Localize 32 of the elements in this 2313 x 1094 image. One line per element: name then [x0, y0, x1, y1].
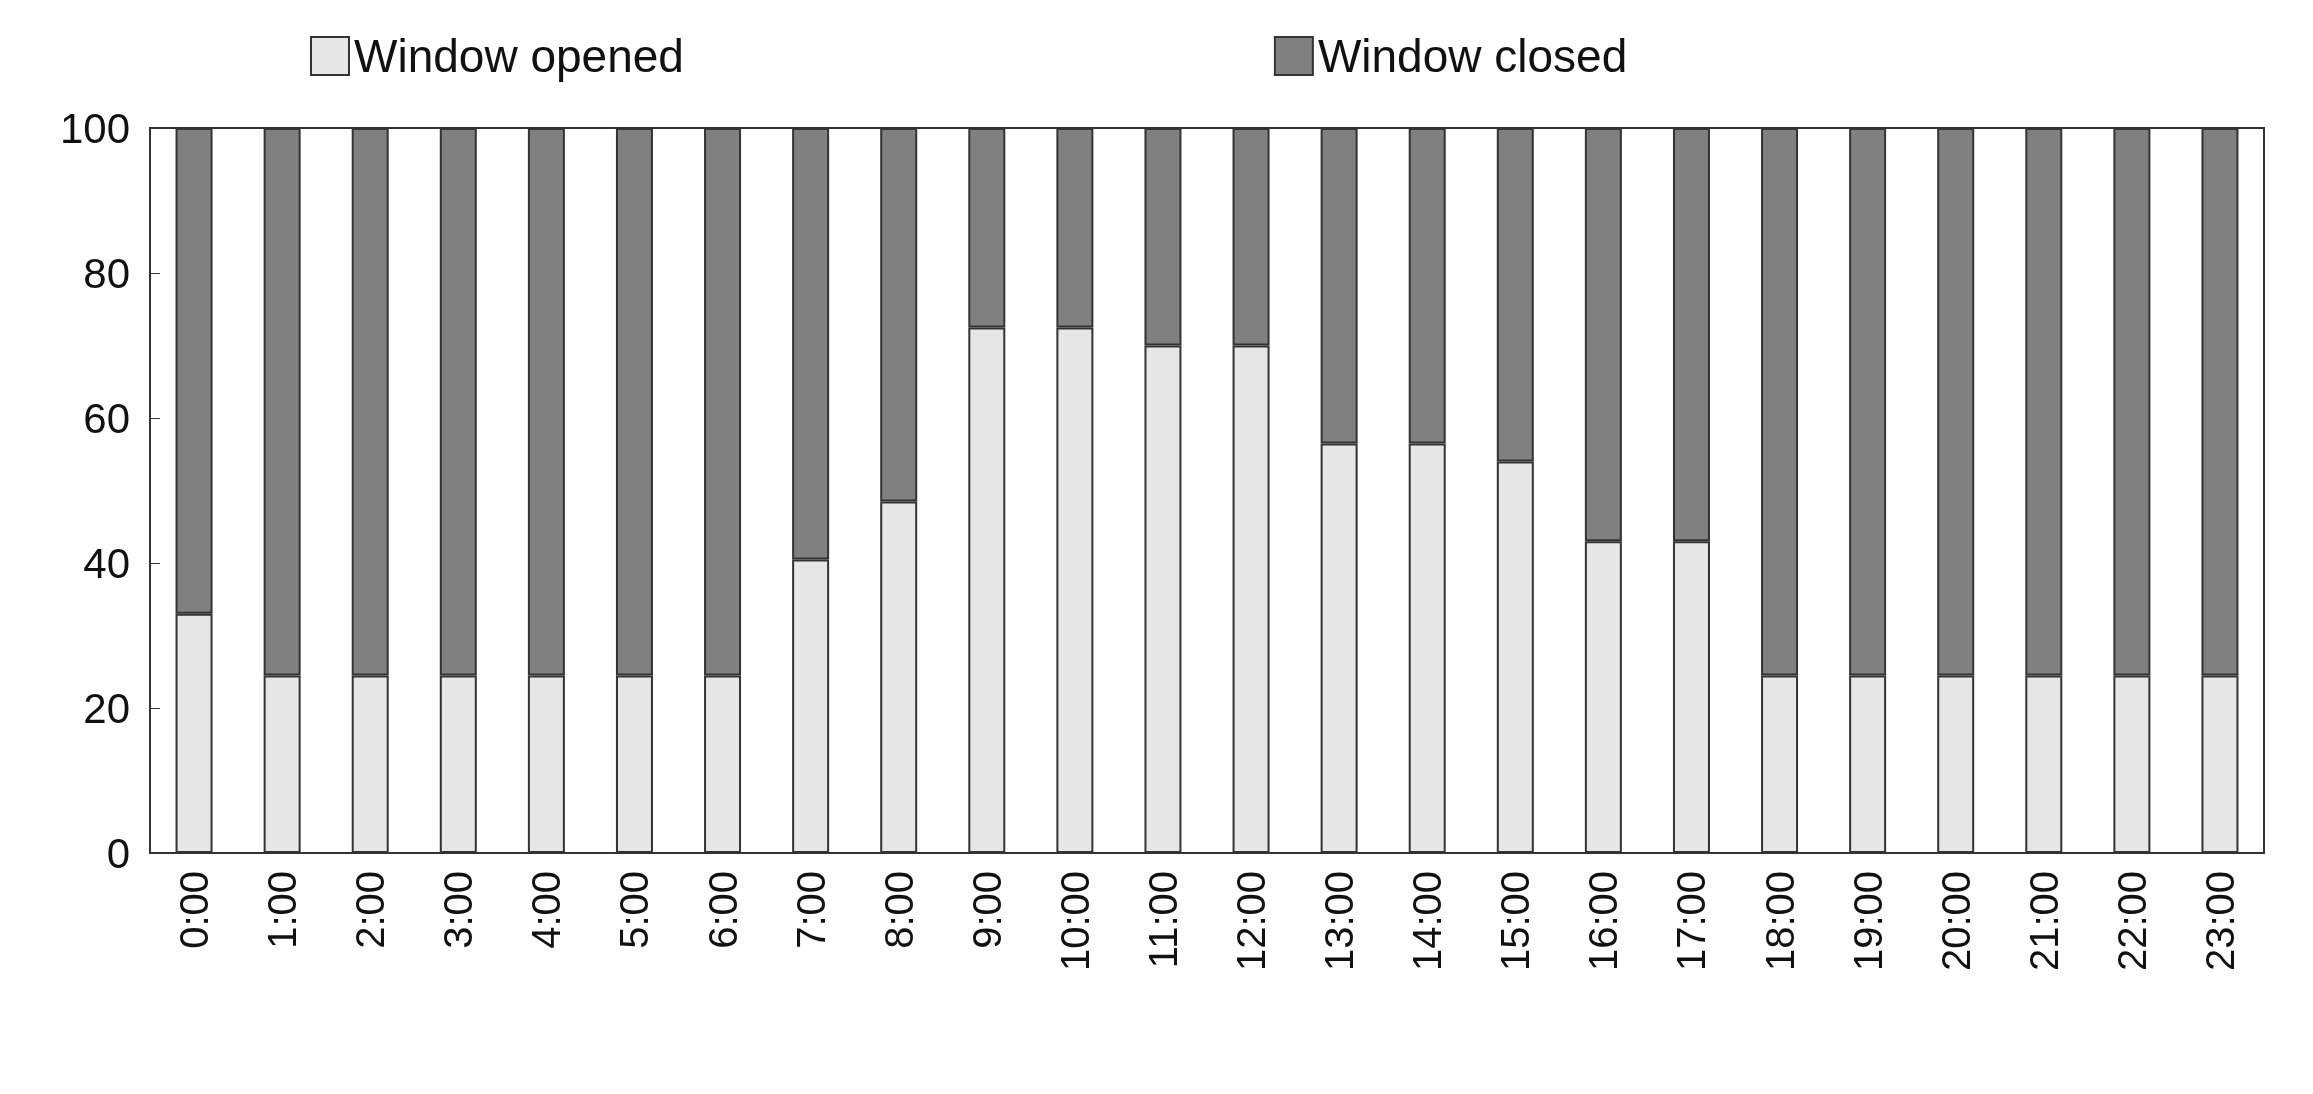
y-tick-label: 60 [83, 394, 130, 442]
x-tick-label: 23:00 [2197, 871, 2242, 972]
x-tick-label: 20:00 [1933, 871, 1978, 972]
x-tick-label: 16:00 [1581, 871, 1626, 972]
x-tick-label: 11:00 [1140, 871, 1185, 969]
x-tick-label: 9:00 [964, 871, 1009, 949]
x-tick-label: 10:00 [1052, 871, 1097, 972]
x-tick-label: 12:00 [1229, 871, 1274, 972]
x-tick-label: 14:00 [1405, 871, 1450, 972]
y-tick-label: 80 [83, 249, 130, 297]
x-tick-label: 15:00 [1493, 871, 1538, 972]
x-tick-label: 6:00 [700, 871, 745, 949]
legend-label: Window closed [1317, 30, 1628, 82]
x-tick-label: 4:00 [524, 871, 569, 949]
x-tick-label: 13:00 [1317, 871, 1362, 972]
y-tick-label: 0 [106, 829, 130, 877]
legend-label: Window opened [354, 30, 684, 82]
x-tick-label: 1:00 [260, 871, 305, 949]
x-tick-label: 8:00 [876, 871, 921, 949]
x-tick-label: 19:00 [1845, 871, 1890, 972]
x-tick-label: 17:00 [1669, 871, 1714, 972]
y-tick-label: 40 [83, 539, 130, 587]
x-tick-label: 0:00 [172, 871, 217, 949]
x-tick-label: 2:00 [348, 871, 393, 949]
x-tick-label: 18:00 [1757, 871, 1802, 972]
x-tick-label: 22:00 [2109, 871, 2154, 972]
x-tick-label: 3:00 [436, 871, 481, 949]
x-tick-label: 7:00 [788, 871, 833, 949]
y-tick-label: 100 [59, 104, 130, 152]
x-tick-label: 5:00 [612, 871, 657, 949]
y-tick-label: 20 [83, 684, 130, 732]
x-tick-label: 21:00 [2021, 871, 2066, 972]
